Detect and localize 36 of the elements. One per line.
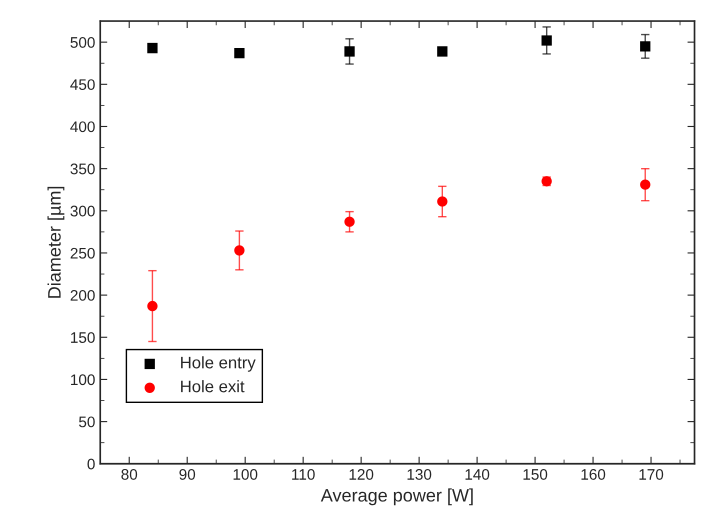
point <box>147 42 158 54</box>
y-tick-label: 350 <box>70 164 95 174</box>
x-tick-label: 110 <box>292 469 315 480</box>
point <box>542 35 552 46</box>
y-tick-label: 500 <box>70 37 95 48</box>
y-tick-label: 100 <box>71 374 95 386</box>
y-tick-label: 50 <box>79 416 95 428</box>
x-tick-label: 130 <box>408 469 432 480</box>
point <box>437 46 448 57</box>
legend-label: Hole exit <box>181 380 244 392</box>
x-tick-label: 170 <box>639 469 664 480</box>
point <box>344 216 355 227</box>
point <box>344 46 355 57</box>
point <box>437 196 448 207</box>
point <box>234 245 245 256</box>
x-tick-label: 150 <box>524 469 548 480</box>
x-tick-label: 140 <box>466 469 490 480</box>
y-tick-label: 150 <box>71 332 95 343</box>
legend-label: Hole entry <box>181 356 256 372</box>
x-tick-label: 100 <box>234 469 258 480</box>
point <box>147 300 158 312</box>
x-tick-label: 90 <box>179 469 196 480</box>
x-axis-title: Average power [W] <box>320 488 473 506</box>
y-axis-title: Diameter [µm] <box>48 186 64 298</box>
point <box>640 41 650 52</box>
y-tick-label: 450 <box>70 79 95 90</box>
x-tick-label: 80 <box>121 469 138 480</box>
y-tick-label: 250 <box>70 248 95 259</box>
point <box>234 48 245 58</box>
x-tick-label: 160 <box>581 469 606 480</box>
x-tick-label: 120 <box>350 469 374 480</box>
y-tick-label: 400 <box>70 121 95 132</box>
point <box>640 180 650 190</box>
y-tick-label: 200 <box>70 290 95 301</box>
y-tick-label: 300 <box>70 206 95 216</box>
y-tick-label: 0 <box>87 458 95 470</box>
